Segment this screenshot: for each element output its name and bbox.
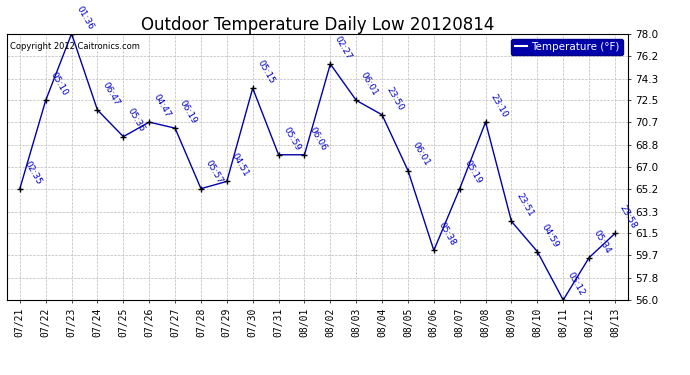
Text: 04:47: 04:47 [152, 93, 172, 119]
Text: 04:51: 04:51 [230, 152, 250, 178]
Legend: Temperature (°F): Temperature (°F) [511, 39, 622, 55]
Text: 05:36: 05:36 [126, 107, 147, 134]
Text: 04:59: 04:59 [540, 222, 561, 249]
Text: 01:36: 01:36 [75, 4, 95, 31]
Text: 05:15: 05:15 [255, 58, 276, 86]
Text: 02:27: 02:27 [333, 34, 354, 61]
Text: Copyright 2012 Caitronics.com: Copyright 2012 Caitronics.com [10, 42, 140, 51]
Text: 23:58: 23:58 [618, 204, 638, 231]
Text: 23:51: 23:51 [514, 192, 535, 219]
Text: 23:50: 23:50 [385, 85, 406, 112]
Text: 06:19: 06:19 [178, 99, 199, 125]
Text: 02:35: 02:35 [23, 159, 43, 186]
Text: 05:19: 05:19 [462, 159, 483, 186]
Text: 05:38: 05:38 [437, 221, 457, 248]
Title: Outdoor Temperature Daily Low 20120814: Outdoor Temperature Daily Low 20120814 [141, 16, 494, 34]
Text: 05:10: 05:10 [48, 70, 69, 98]
Text: 06:01: 06:01 [359, 70, 380, 98]
Text: 06:47: 06:47 [100, 80, 121, 107]
Text: 05:57: 05:57 [204, 159, 224, 186]
Text: 05:59: 05:59 [282, 125, 302, 152]
Text: 05:12: 05:12 [566, 270, 586, 297]
Text: 23:10: 23:10 [489, 93, 509, 119]
Text: 06:01: 06:01 [411, 141, 431, 168]
Text: 05:34: 05:34 [592, 228, 613, 255]
Text: 06:06: 06:06 [307, 125, 328, 152]
